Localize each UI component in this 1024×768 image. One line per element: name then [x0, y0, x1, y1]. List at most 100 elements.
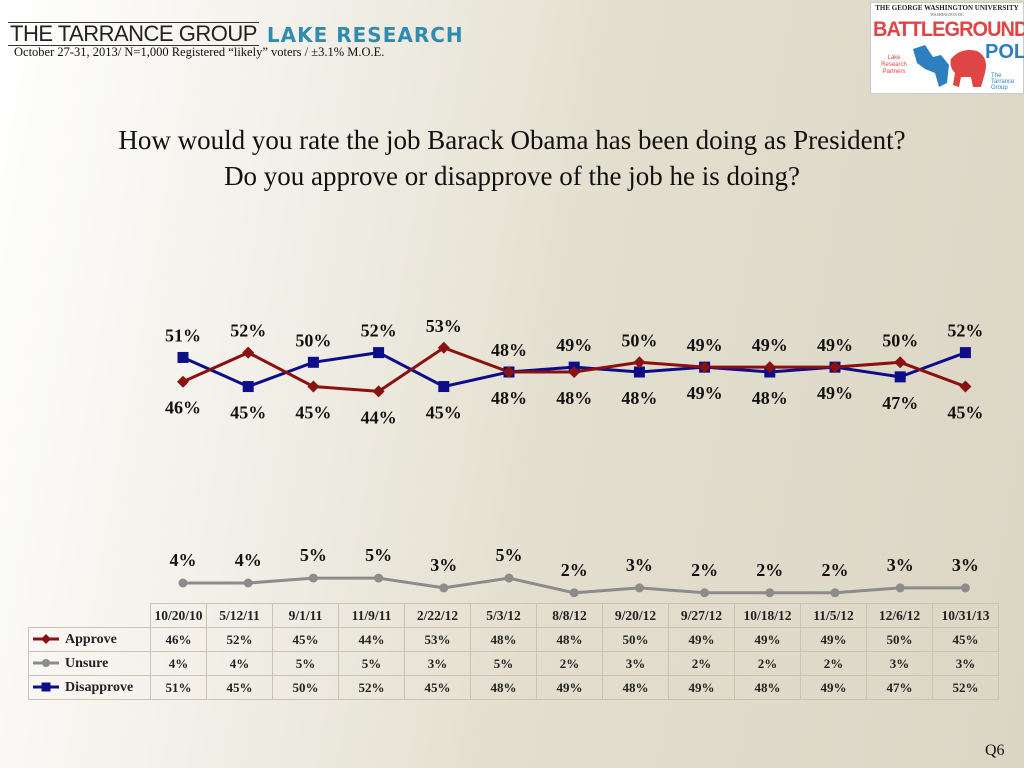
table-value-cell: 50% — [272, 675, 339, 700]
approve-data-label: 45% — [295, 403, 331, 423]
corner-cell — [28, 603, 151, 628]
disapprove-data-label: 48% — [752, 388, 788, 408]
disapprove-point-marker — [242, 381, 254, 393]
data-table-header: 10/20/10 5/12/11 9/1/11 11/9/11 2/22/12 5/3/1… — [28, 603, 999, 628]
table-value-cell: 50% — [866, 627, 933, 652]
disapprove-point-marker — [373, 347, 385, 359]
table-value-cell: 5% — [272, 651, 339, 676]
approve-data-label: 50% — [621, 330, 657, 350]
approve-data-label: 49% — [752, 335, 788, 355]
disapprove-data-label: 47% — [882, 393, 918, 413]
date-column-header: 11/5/12 — [800, 603, 867, 628]
unsure-data-label: 3% — [626, 555, 653, 575]
approve-data-label: 50% — [882, 330, 918, 350]
table-value-cell: 45% — [272, 627, 339, 652]
university-name: THE GEORGE WASHINGTON UNIVERSITY — [875, 4, 1019, 12]
table-value-cell: 3% — [404, 651, 471, 676]
table-value-cell: 52% — [932, 675, 999, 700]
approve-data-label: 46% — [165, 398, 201, 418]
approve-point-marker — [307, 380, 320, 393]
table-value-cell: 50% — [602, 627, 669, 652]
disapprove-legend-key-icon — [33, 682, 59, 692]
series-name: Approve — [65, 631, 117, 647]
series-legend-cell: Unsure — [28, 651, 151, 676]
unsure-data-label: 3% — [952, 555, 979, 575]
lake-research-logo: LAKE RESEARCH — [266, 23, 464, 47]
table-value-cell: 3% — [932, 651, 999, 676]
table-value-cell: 44% — [338, 627, 405, 652]
table-value-cell: 5% — [338, 651, 405, 676]
table-row: Approve 46% 52% 45% 44% 53% 48% 48% 50% 49% 49% 49%… — [28, 627, 999, 652]
unsure-data-label: 2% — [561, 560, 588, 580]
disapprove-data-label: 52% — [361, 321, 397, 341]
approve-point-marker — [763, 361, 776, 374]
approve-point-marker — [177, 375, 189, 388]
question-title: How would you rate the job Barack Obama … — [0, 122, 1024, 194]
disapprove-data-label: 49% — [817, 383, 853, 403]
unsure-data-label: 3% — [430, 555, 457, 575]
donkey-elephant-icon — [913, 45, 986, 87]
approve-data-label: 52% — [230, 321, 266, 341]
table-row: Unsure 4% 4% 5% 5% 3% 5% 2% 3% 2% 2% 2% 3% 3% — [28, 651, 999, 676]
unsure-data-label: 5% — [300, 545, 327, 565]
table-value-cell: 47% — [866, 675, 933, 700]
survey-subtitle: October 27-31, 2013/ N=1,000 Registered … — [14, 45, 385, 59]
date-column-header: 2/22/12 — [404, 603, 471, 628]
date-column-header: 10/18/12 — [734, 603, 801, 628]
table-value-cell: 49% — [668, 627, 735, 652]
unsure-point-marker — [569, 588, 579, 598]
date-column-header: 11/9/11 — [338, 603, 405, 628]
approve-data-label: 53% — [426, 316, 462, 336]
disapprove-point-marker — [959, 347, 971, 359]
unsure-point-marker — [178, 578, 188, 588]
date-column-header: 12/6/12 — [866, 603, 933, 628]
disapprove-data-label: 52% — [947, 321, 983, 341]
disapprove-data-label: 48% — [621, 388, 657, 408]
unsure-point-marker — [504, 573, 514, 583]
university-location: WASHINGTON DC — [930, 12, 964, 17]
date-column-header: 10/31/13 — [932, 603, 999, 628]
unsure-point-marker — [439, 583, 449, 593]
date-column-header: 5/12/11 — [206, 603, 273, 628]
slide-id: Q6 — [985, 742, 1005, 759]
table-row: Disapprove 51% 45% 50% 52% 45% 48% 49% 48% 49% 48%… — [28, 675, 999, 700]
table-value-cell: 48% — [734, 675, 801, 700]
unsure-legend-key-icon — [33, 659, 59, 668]
data-table: 10/20/10 5/12/11 9/1/11 11/9/11 2/22/12 5/3/1… — [28, 603, 999, 700]
approve-point-marker — [372, 385, 385, 398]
approve-point-marker — [568, 366, 581, 378]
unsure-data-label: 3% — [887, 555, 914, 575]
disapprove-point-marker — [177, 351, 189, 363]
unsure-data-label: 2% — [756, 560, 783, 580]
table-value-cell: 49% — [800, 675, 867, 700]
series-name: Disapprove — [65, 679, 134, 695]
series-legend-cell: Approve — [28, 627, 151, 652]
table-value-cell: 3% — [602, 651, 669, 676]
approve-data-label: 45% — [947, 403, 983, 423]
unsure-data-label: 5% — [365, 545, 392, 565]
tarrance-group-logo: THE TARRANCE GROUP — [8, 21, 259, 46]
table-value-cell: 48% — [602, 675, 669, 700]
series-legend-cell: Disapprove — [28, 675, 151, 700]
disapprove-data-label: 45% — [426, 403, 462, 423]
approve-legend-key-icon — [33, 634, 59, 645]
table-value-cell: 49% — [800, 627, 867, 652]
unsure-point-marker — [634, 583, 644, 593]
table-value-cell: 2% — [536, 651, 603, 676]
table-value-cell: 46% — [150, 627, 207, 652]
partner-right: The Tarrance Group — [991, 73, 1021, 91]
disapprove-data-label: 49% — [556, 335, 592, 355]
unsure-point-marker — [374, 573, 384, 583]
battleground-title: BATTLEGROUND — [873, 18, 1024, 41]
approve-data-label: 49% — [687, 335, 723, 355]
table-value-cell: 4% — [150, 651, 207, 676]
unsure-point-marker — [243, 578, 253, 588]
table-value-cell: 48% — [470, 627, 537, 652]
table-value-cell: 2% — [800, 651, 867, 676]
unsure-point-marker — [765, 588, 775, 598]
approve-data-label: 49% — [817, 335, 853, 355]
table-value-cell: 52% — [338, 675, 405, 700]
disapprove-point-marker — [438, 381, 450, 393]
